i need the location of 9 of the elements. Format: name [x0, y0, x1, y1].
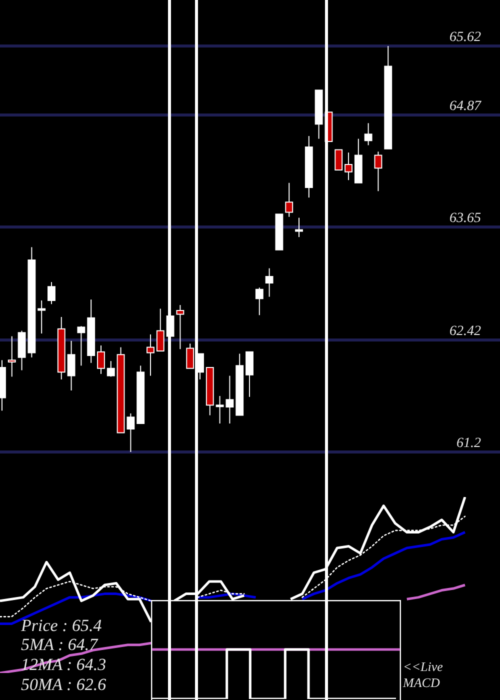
text: 50MA : 62.6 — [21, 675, 106, 694]
y-tick-label: 63.65 — [450, 210, 481, 226]
annotation: 5MA : 64.7 — [21, 635, 98, 654]
annotation: <<Live MACD — [403, 659, 444, 691]
annotation: Price : 65.4 — [21, 616, 102, 635]
y-tick-label: 62.42 — [450, 324, 481, 339]
y-tick-label: 64.87 — [450, 98, 482, 114]
y-tick-label: 65.62 — [450, 30, 481, 45]
y-tick-label: 61.2 — [456, 436, 481, 451]
